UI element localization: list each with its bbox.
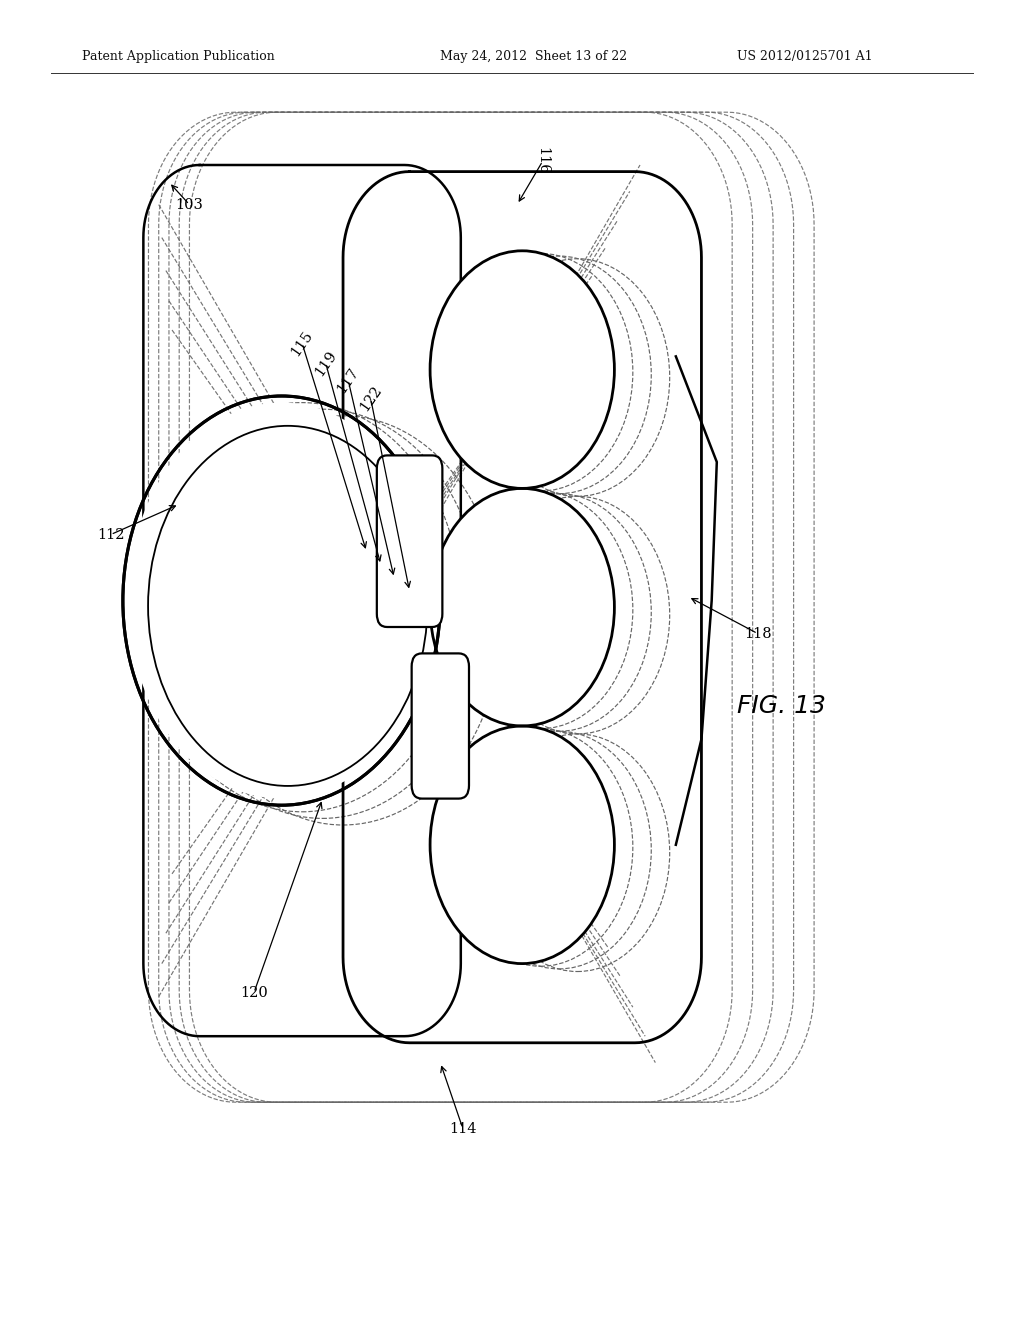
Text: 118: 118: [744, 627, 771, 640]
Text: 115: 115: [289, 327, 315, 359]
Text: 114: 114: [450, 1122, 476, 1135]
Text: 112: 112: [97, 528, 124, 541]
FancyBboxPatch shape: [377, 455, 442, 627]
Circle shape: [430, 251, 614, 488]
FancyBboxPatch shape: [412, 653, 469, 799]
Text: FIG. 13: FIG. 13: [737, 694, 826, 718]
Text: 117: 117: [335, 364, 361, 396]
Text: 116: 116: [536, 148, 550, 174]
Text: 119: 119: [312, 347, 339, 379]
Text: 103: 103: [175, 198, 204, 211]
Text: Patent Application Publication: Patent Application Publication: [82, 50, 274, 62]
Circle shape: [430, 726, 614, 964]
Text: 120: 120: [240, 986, 268, 999]
Text: US 2012/0125701 A1: US 2012/0125701 A1: [737, 50, 872, 62]
Circle shape: [430, 488, 614, 726]
Circle shape: [128, 403, 435, 799]
Text: May 24, 2012  Sheet 13 of 22: May 24, 2012 Sheet 13 of 22: [440, 50, 628, 62]
Text: 122: 122: [357, 383, 384, 414]
